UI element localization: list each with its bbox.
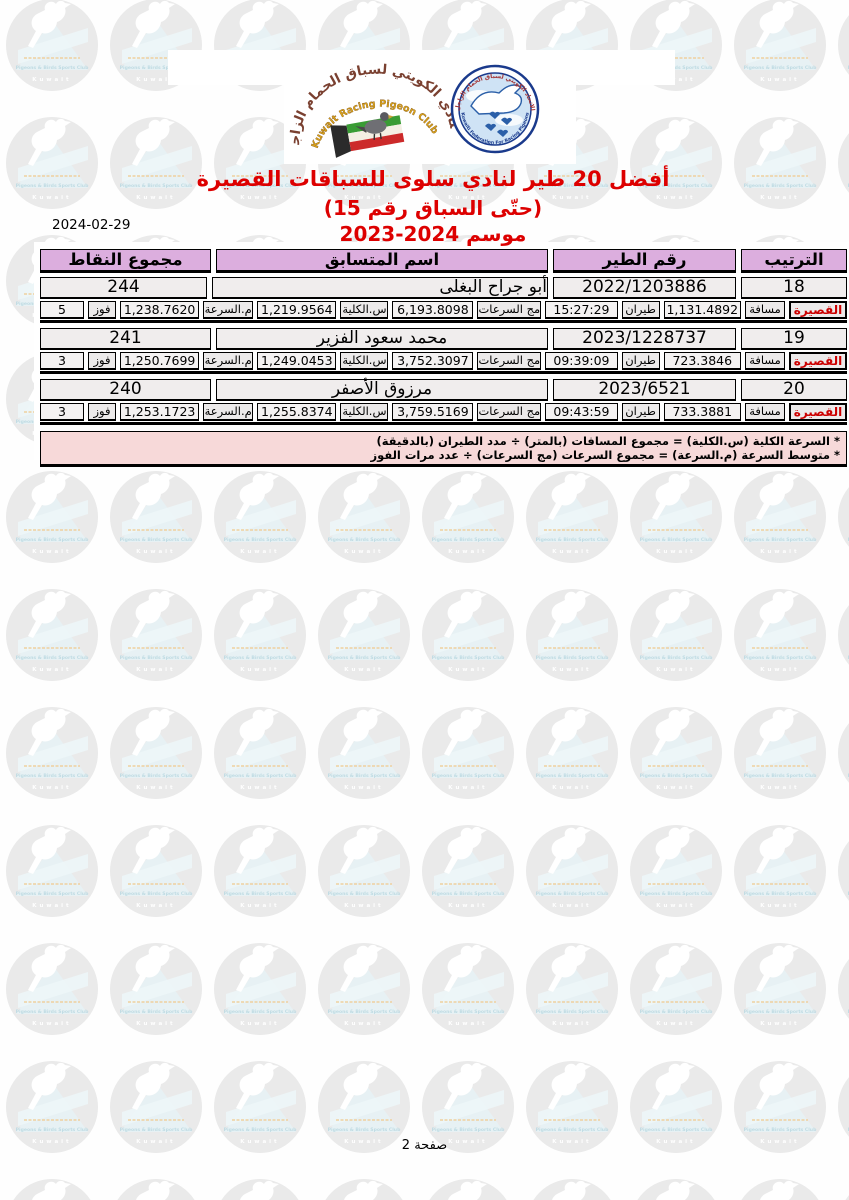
distance-label: مسافة: [745, 403, 785, 421]
sum-speeds-label: مج السرعات: [477, 301, 542, 319]
bird-number-cell: 2023/6521: [553, 379, 736, 401]
sum-speeds-value: 3,752.3097: [392, 352, 474, 370]
page-number: صفحة 2: [401, 1138, 448, 1153]
distance-value: 723.3846: [663, 352, 741, 370]
page-title: أفضل 20 طير لنادي سلوى للسباقات القصيرة: [196, 167, 670, 191]
total-speed-label: س.الكلية: [340, 352, 389, 370]
wins-value: 3: [40, 352, 84, 370]
bird-number-cell: 2023/1228737: [553, 328, 736, 350]
avg-speed-value: 1,253.1723: [120, 403, 200, 421]
table-subrow: القصيرة مسافة 1,131.4892 طيران 15:27:29 …: [40, 301, 847, 319]
table-row: 18 2022/1203886 أبو جراح البغلى 244: [40, 277, 847, 299]
flight-time-value: 09:39:09: [545, 352, 618, 370]
total-speed-value: 1,255.8374: [257, 403, 337, 421]
table-subrow: القصيرة مسافة 723.3846 طيران 09:39:09 مج…: [40, 352, 847, 370]
kuwait-racing-pigeon-club-logo: النادي الكويتي لسباق الحمام الزاجل Kuwai…: [281, 54, 462, 158]
flight-time-value: 09:43:59: [545, 403, 618, 421]
flight-label: طيران: [621, 352, 660, 370]
wins-value: 3: [40, 403, 84, 421]
sum-speeds-label: مج السرعات: [477, 352, 542, 370]
wins-label: فوز: [88, 352, 116, 370]
racing-pigeons-federation-logo: الاتحاد الكويتي لسباق الحمام الزاجل Kuwa…: [450, 64, 540, 154]
wins-label: فوز: [88, 301, 116, 319]
total-speed-value: 1,219.9564: [257, 301, 337, 319]
wins-label: فوز: [88, 403, 116, 421]
avg-speed-label: م.السرعة: [203, 403, 254, 421]
flight-label: طيران: [621, 403, 660, 421]
page-subtitle-race: (حتّى السباق رقم 15): [323, 196, 543, 220]
bird-number-cell: 2022/1203886: [553, 277, 736, 299]
total-points-cell: 244: [40, 277, 207, 299]
distance-label: مسافة: [745, 301, 785, 319]
avg-speed-label: م.السرعة: [203, 301, 254, 319]
competitor-name-cell: أبو جراح البغلى: [212, 277, 548, 299]
pigeon-outline-icon: [470, 84, 523, 115]
legend-note-total-speed: * السرعة الكلية (س.الكلية) = مجموع المسا…: [376, 434, 840, 448]
table-subrow: القصيرة مسافة 733.3881 طيران 09:43:59 مج…: [40, 403, 847, 421]
row-divider: [40, 320, 847, 323]
table-row-group: 20 2023/6521 مرزوق الأصفر 240 القصيرة مس…: [40, 379, 847, 425]
rank-cell: 19: [741, 328, 847, 350]
flight-label: طيران: [621, 301, 660, 319]
competitor-name-cell: محمد سعود الفزير: [216, 328, 548, 350]
rank-cell: 20: [741, 379, 847, 401]
table-row-group: 19 2023/1228737 محمد سعود الفزير 241 الق…: [40, 328, 847, 374]
avg-speed-value: 1,250.7699: [120, 352, 200, 370]
table-row: 19 2023/1228737 محمد سعود الفزير 241: [40, 328, 847, 350]
col-header-total-points: مجموع النقاط: [40, 249, 211, 273]
col-header-rank: الترتيب: [741, 249, 847, 273]
small-pigeons-icons: [485, 111, 512, 137]
legend-note-avg-speed: * متوسط السرعة (م.السرعة) = مجموع السرعا…: [370, 448, 840, 462]
category-badge: القصيرة: [789, 352, 847, 370]
row-divider: [40, 371, 847, 374]
distance-label: مسافة: [745, 352, 785, 370]
total-points-cell: 241: [40, 328, 211, 350]
pigeon-icon: [355, 112, 394, 140]
results-table: الترتيب رقم الطير اسم المتسابق مجموع الن…: [40, 249, 847, 467]
row-divider: [40, 422, 847, 425]
distance-value: 733.3881: [663, 403, 741, 421]
distance-value: 1,131.4892: [663, 301, 741, 319]
total-points-cell: 240: [40, 379, 211, 401]
wins-value: 5: [40, 301, 84, 319]
avg-speed-value: 1,238.7620: [120, 301, 200, 319]
sum-speeds-value: 3,759.5169: [392, 403, 474, 421]
col-header-competitor-name: اسم المتسابق: [216, 249, 548, 273]
total-speed-label: س.الكلية: [340, 403, 389, 421]
category-badge: القصيرة: [789, 403, 847, 421]
competitor-name-cell: مرزوق الأصفر: [216, 379, 548, 401]
rank-cell: 18: [741, 277, 847, 299]
sum-speeds-value: 6,193.8098: [392, 301, 474, 319]
table-row-group: 18 2022/1203886 أبو جراح البغلى 244 القص…: [40, 277, 847, 323]
flight-time-value: 15:27:29: [545, 301, 618, 319]
category-badge: القصيرة: [789, 301, 847, 319]
total-speed-label: س.الكلية: [340, 301, 389, 319]
table-row: 20 2023/6521 مرزوق الأصفر 240: [40, 379, 847, 401]
table-header-row: الترتيب رقم الطير اسم المتسابق مجموع الن…: [40, 249, 847, 273]
total-speed-value: 1,249.0453: [257, 352, 337, 370]
col-header-bird-number: رقم الطير: [553, 249, 736, 273]
sum-speeds-label: مج السرعات: [477, 403, 542, 421]
report-date: 2024-02-29: [52, 217, 131, 233]
page-subtitle-season: موسم 2024-2023: [339, 222, 527, 246]
avg-speed-label: م.السرعة: [203, 352, 254, 370]
legend-notes: * السرعة الكلية (س.الكلية) = مجموع المسا…: [40, 431, 847, 467]
